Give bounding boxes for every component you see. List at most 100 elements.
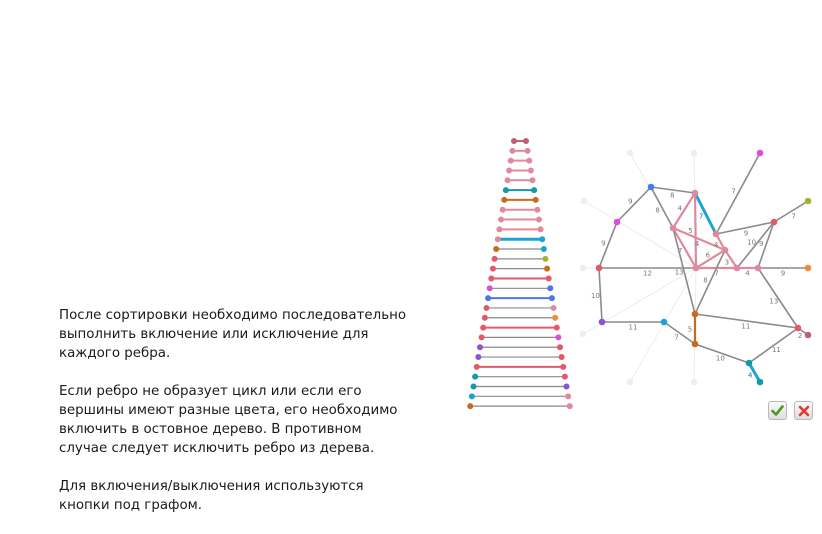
edge-endpoint-left: [502, 187, 509, 194]
edge-endpoint-left: [467, 403, 474, 410]
sorted-edge-item: [507, 157, 533, 164]
graph-node: [721, 246, 729, 254]
edge-weight-label: 10: [716, 355, 725, 363]
include-edge-button[interactable]: [768, 401, 787, 420]
edge-endpoint-left: [504, 177, 511, 184]
edge-endpoint-right: [537, 226, 544, 233]
edge-endpoint-right: [555, 334, 562, 341]
graph-edge: 9: [616, 186, 652, 223]
graph-node: [613, 218, 621, 226]
edge-endpoint-left: [501, 196, 508, 203]
sorted-edge-item: [496, 226, 544, 233]
edge-endpoint-right: [523, 138, 529, 144]
graph-edge: 13: [757, 267, 799, 329]
edge-weight-label: 8: [655, 206, 659, 214]
edge-weight-label: 7: [731, 188, 735, 196]
graph-edge: 11: [602, 321, 664, 332]
graph-edge: 9: [758, 267, 808, 278]
edge-endpoint-right: [542, 255, 549, 262]
edge-endpoint-left: [470, 383, 477, 390]
checkmark-icon: [771, 405, 784, 416]
edge-weight-label: 12: [643, 270, 652, 278]
sorted-edge-item: [481, 314, 559, 321]
edge-weight-label: 8: [670, 191, 674, 199]
graph-node: [595, 264, 603, 272]
sorted-edge-list: [467, 138, 573, 410]
edge-weight-label: 4: [678, 204, 683, 212]
graph-edge: 10: [694, 343, 750, 364]
edge-weight-label: 7: [674, 334, 678, 342]
sorted-edge-item: [475, 354, 565, 361]
graph-node: [579, 330, 587, 338]
graph-edge: 12: [599, 267, 696, 278]
graph-node: [691, 189, 699, 197]
graph-node: [580, 197, 588, 205]
sorted-edge-item: [485, 295, 555, 302]
sorted-edge-item: [489, 265, 551, 272]
sorted-edge-item: [506, 167, 534, 174]
graph-edge: 7: [773, 200, 809, 223]
graph-edge: 7: [672, 227, 697, 269]
graph-node: [770, 218, 778, 226]
graph-edge: 10: [591, 267, 603, 323]
edge-endpoint-right: [552, 314, 559, 321]
sorted-edge-item: [472, 373, 568, 380]
sorted-edge-item: [486, 285, 554, 292]
edge-endpoint-left: [491, 255, 498, 262]
edge-endpoint-right: [566, 403, 573, 410]
edge-weight-label: 3: [725, 258, 729, 266]
graph-node: [745, 359, 753, 367]
edge-endpoint-right: [547, 285, 554, 292]
edge-endpoint-left: [494, 236, 501, 243]
edge-endpoint-right: [526, 157, 533, 164]
edge-endpoint-right: [534, 206, 541, 213]
edge-endpoint-left: [475, 354, 482, 361]
graph-node: [733, 264, 741, 272]
graph-node: [712, 230, 720, 238]
instructions-paragraph-2: Если ребро не образует цикл или если его…: [59, 384, 398, 456]
graph-edge: 9: [715, 221, 775, 237]
edge-endpoint-right: [561, 373, 568, 380]
sorted-edge-item: [470, 383, 570, 390]
sorted-edge-item: [494, 236, 546, 243]
edge-endpoint-right: [539, 236, 546, 243]
instructions-paragraph-3: Для включения/выключения используются кн…: [59, 479, 364, 513]
graph-edge: 11: [748, 327, 799, 364]
graph-edge: 8: [650, 186, 674, 229]
edge-weight-label: 7: [714, 270, 718, 278]
graph-edge: 4: [672, 226, 726, 252]
graph-node: [804, 331, 812, 339]
edge-endpoint-left: [489, 265, 496, 272]
edge-endpoint-right: [548, 295, 555, 302]
graph-node: [660, 318, 668, 326]
graph-edge: 5: [688, 314, 697, 344]
graph-edge: 5: [688, 192, 698, 269]
edge-weight-label: 11: [772, 346, 781, 354]
edge-endpoint-left: [480, 324, 487, 331]
edge-endpoint-right: [553, 324, 560, 331]
graph-node: [691, 310, 699, 318]
edge-endpoint-left: [493, 246, 500, 253]
graph-node: [647, 183, 655, 191]
graph-edge: 4: [737, 266, 758, 278]
edge-weight-label: 7: [678, 247, 682, 255]
edge-endpoint-right: [558, 354, 565, 361]
edge-endpoint-right: [563, 383, 570, 390]
edge-endpoint-left: [511, 138, 517, 144]
edge-weight-label: 5: [688, 227, 692, 235]
edge-endpoint-left: [468, 393, 475, 400]
graph-edge: 9: [757, 221, 775, 269]
sorted-edge-item: [483, 304, 557, 311]
edge-endpoint-right: [550, 304, 557, 311]
instructions-text: После сортировки необходимо последовател…: [59, 306, 439, 534]
edge-endpoint-right: [532, 196, 539, 203]
edge-weight-label: 13: [769, 297, 778, 305]
sorted-edge-item: [499, 206, 541, 213]
edge-weight-label: 10: [591, 292, 600, 300]
exclude-edge-button[interactable]: [794, 401, 813, 420]
edge-endpoint-left: [509, 147, 516, 154]
edge-endpoint-right: [527, 167, 534, 174]
edge-endpoint-left: [478, 334, 485, 341]
edge-endpoint-right: [560, 363, 567, 370]
